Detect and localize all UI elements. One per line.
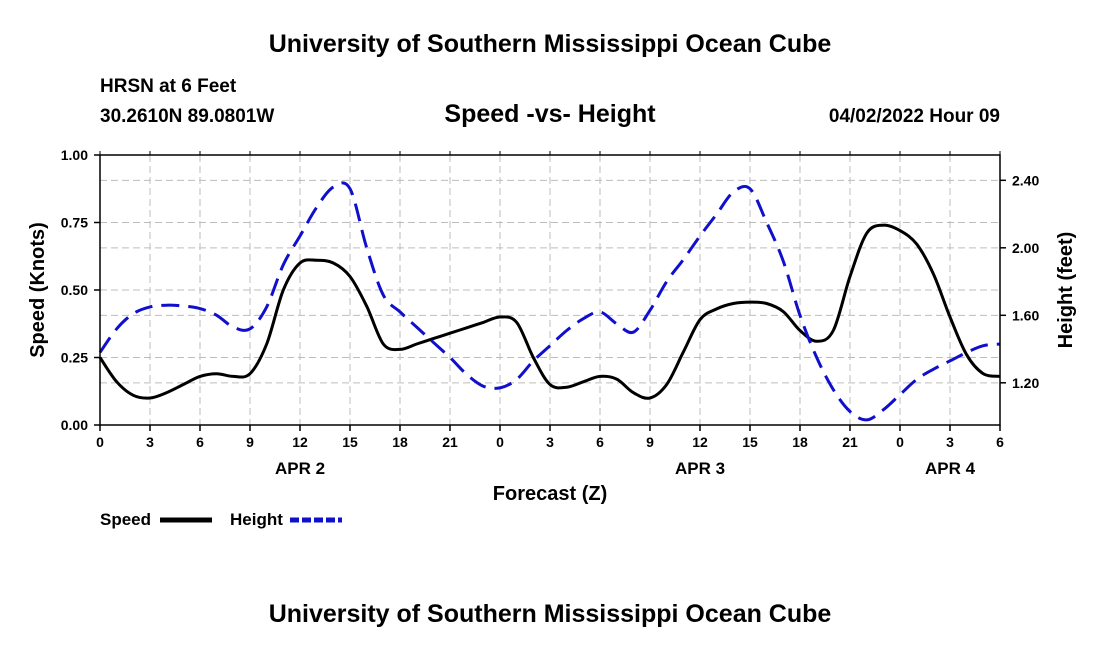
date-label: APR 4 bbox=[925, 459, 976, 478]
x-tick-label: 15 bbox=[342, 434, 358, 450]
x-tick-label: 12 bbox=[692, 434, 708, 450]
x-tick-label: 3 bbox=[146, 434, 154, 450]
axes: 0 3 6 9 12 15 18 21 0 3 6 9 12 15 18 21 0 3 6 0.00 0.25 0.50 0… bbox=[61, 147, 1040, 478]
y-tick-label: 0.00 bbox=[61, 417, 88, 433]
height-series-line bbox=[98, 181, 1001, 422]
x-tick-label: 3 bbox=[546, 434, 554, 450]
grid-lines bbox=[100, 155, 1000, 425]
x-tick-label: 12 bbox=[292, 434, 308, 450]
speed-series-line bbox=[98, 223, 1001, 400]
y2-tick-label: 1.20 bbox=[1012, 375, 1039, 391]
y2-axis-title: Height (feet) bbox=[1055, 232, 1077, 349]
date-label: APR 2 bbox=[275, 459, 325, 478]
x-tick-label: 18 bbox=[392, 434, 408, 450]
series-lines bbox=[98, 181, 1001, 422]
x-tick-label: 6 bbox=[596, 434, 604, 450]
x-tick-label: 15 bbox=[742, 434, 758, 450]
station-coordinates: 30.2610N 89.0801W bbox=[100, 106, 275, 127]
x-tick-label: 21 bbox=[442, 434, 458, 450]
x-tick-label: 9 bbox=[246, 434, 254, 450]
y-tick-label: 1.00 bbox=[61, 147, 88, 163]
chart-title: Speed -vs- Height bbox=[444, 100, 656, 128]
y2-tick-label: 2.00 bbox=[1012, 240, 1039, 256]
legend-label-height: Height bbox=[230, 510, 283, 529]
x-tick-label: 6 bbox=[996, 434, 1004, 450]
page-title: University of Southern Mississippi Ocean… bbox=[268, 30, 832, 58]
footer-title: University of Southern Mississippi Ocean… bbox=[268, 600, 832, 628]
legend: Speed Height bbox=[100, 510, 342, 529]
station-label: HRSN at 6 Feet bbox=[100, 76, 237, 97]
forecast-datetime: 04/02/2022 Hour 09 bbox=[828, 106, 1000, 127]
x-tick-label: 3 bbox=[946, 434, 954, 450]
x-tick-label: 0 bbox=[96, 434, 104, 450]
x-tick-label: 0 bbox=[496, 434, 504, 450]
x-tick-label: 0 bbox=[896, 434, 904, 450]
legend-label-speed: Speed bbox=[100, 510, 151, 529]
x-tick-label: 18 bbox=[792, 434, 808, 450]
y2-tick-label: 1.60 bbox=[1012, 307, 1039, 323]
x-tick-label: 21 bbox=[842, 434, 858, 450]
y2-tick-label: 2.40 bbox=[1012, 172, 1039, 188]
y-axis-title: Speed (Knots) bbox=[27, 222, 49, 358]
x-axis-title: Forecast (Z) bbox=[493, 483, 607, 505]
speed-height-chart: 0 3 6 9 12 15 18 21 0 3 6 9 12 15 18 21 0 3 6 0.00 0.25 0.50 0… bbox=[27, 147, 1077, 529]
y-tick-label: 0.75 bbox=[61, 215, 88, 231]
x-tick-label: 9 bbox=[646, 434, 654, 450]
date-label: APR 3 bbox=[675, 459, 725, 478]
y-tick-label: 0.25 bbox=[61, 350, 88, 366]
y-tick-label: 0.50 bbox=[61, 282, 88, 298]
x-tick-label: 6 bbox=[196, 434, 204, 450]
